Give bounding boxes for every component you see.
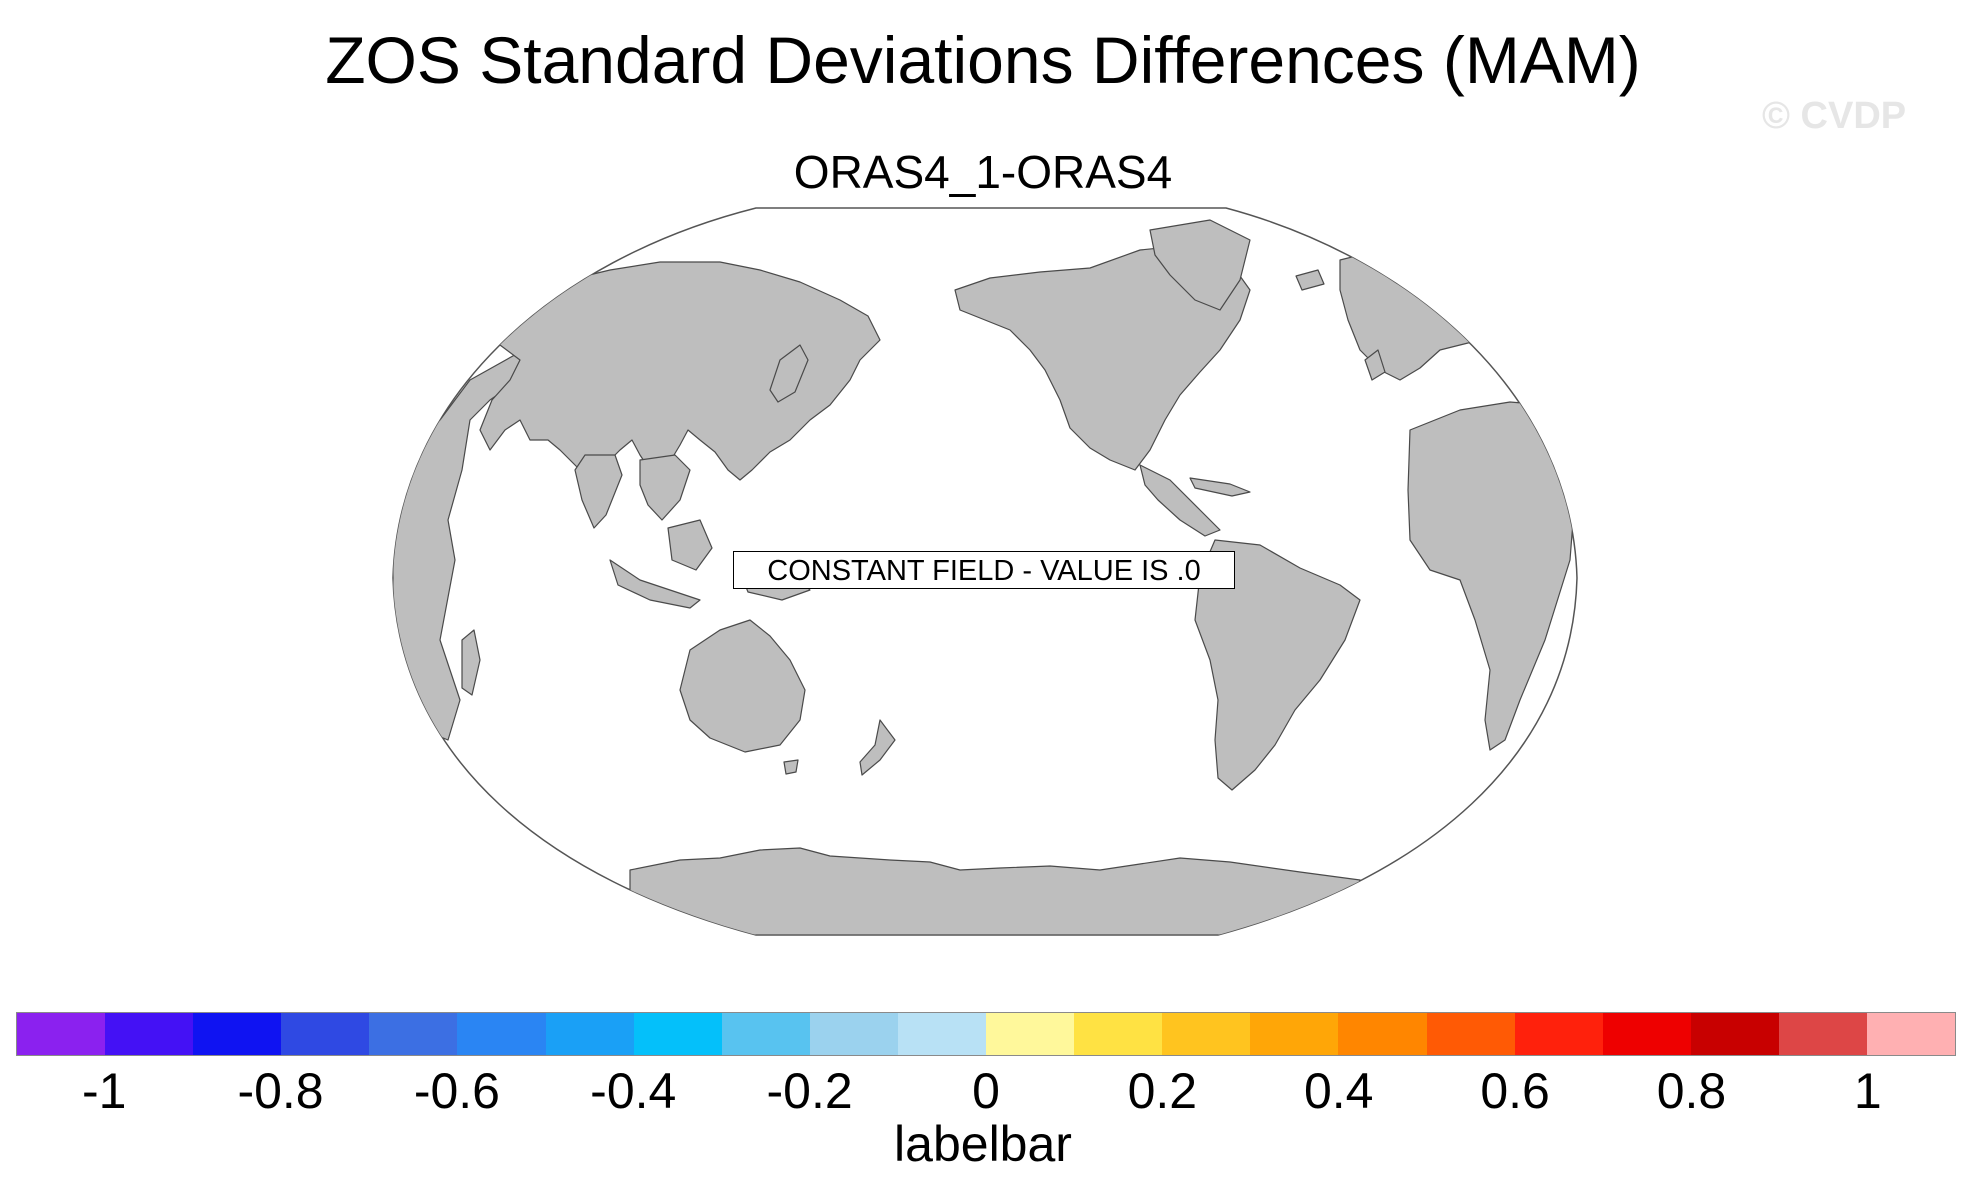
land-eurasia (469, 261, 881, 481)
land-japan (769, 344, 809, 403)
colorbar-swatch (1514, 1013, 1603, 1055)
colorbar-tick-label: 1 (1853, 1063, 1882, 1119)
land-indonesia (609, 559, 701, 609)
land-uk (1364, 349, 1386, 381)
colorbar-tick-label: 0 (972, 1063, 1000, 1119)
cvdp-watermark: © CVDP (1762, 95, 1907, 137)
land-south-america (1194, 539, 1361, 791)
colorbar-label: labelbar (894, 1116, 1072, 1172)
colorbar-tick-label: 0.2 (1127, 1063, 1198, 1119)
colorbar-swatch (1426, 1013, 1515, 1055)
colorbar-swatch (633, 1013, 722, 1055)
colorbar-swatch (1162, 1013, 1251, 1055)
colorbar-swatch (986, 1013, 1075, 1055)
land-iceland (1295, 269, 1325, 291)
land-madagascar (461, 629, 481, 696)
colorbar-swatch (1778, 1013, 1867, 1055)
land-australia (679, 619, 806, 753)
land-new-zealand (859, 719, 896, 776)
colorbar-swatch (897, 1013, 987, 1055)
colorbar-swatch (1602, 1013, 1691, 1055)
colorbar-tick-label: -1 (81, 1063, 127, 1119)
colorbar-tick-label: -0.2 (766, 1063, 853, 1119)
colorbar-swatch (809, 1013, 898, 1055)
colorbar-tick-label: 0.4 (1303, 1063, 1374, 1119)
colorbar-tick-label: 0.6 (1480, 1063, 1550, 1119)
land-tasmania (783, 759, 799, 775)
constant-field-label: CONSTANT FIELD - VALUE IS .0 (733, 551, 1235, 589)
colorbar-swatch (1074, 1013, 1163, 1055)
colorbar-tick-label: -0.4 (590, 1063, 677, 1119)
colorbar-swatch (193, 1013, 282, 1055)
colorbar-swatch (721, 1013, 810, 1055)
colorbar-swatch (545, 1013, 634, 1055)
land-greenland (1149, 219, 1251, 311)
colorbar-swatch (17, 1013, 106, 1055)
land-borneo (667, 519, 713, 571)
colorbar-swatch (457, 1013, 546, 1055)
colorbar-swatch (369, 1013, 458, 1055)
land-north-america (954, 244, 1251, 471)
colorbar-tick-label: -0.8 (237, 1063, 324, 1119)
panel-subtitle: ORAS4_1-ORAS4 (793, 146, 1173, 198)
land-antarctica (629, 847, 1361, 935)
colorbar-swatch (281, 1013, 370, 1055)
colorbar-swatch (105, 1013, 194, 1055)
plot-title: ZOS Standard Deviations Differences (MAM… (325, 23, 1641, 97)
colorbar-swatch (1866, 1013, 1956, 1055)
land-india (574, 454, 623, 529)
land-central-america (1139, 464, 1221, 537)
colorbar (16, 1012, 1956, 1056)
land-caribbean (1189, 477, 1251, 497)
colorbar-swatch (1250, 1013, 1339, 1055)
colorbar-tick-label: 0.8 (1656, 1063, 1727, 1119)
colorbar-tick-label: -0.6 (413, 1063, 500, 1119)
land-indochina (639, 454, 691, 521)
colorbar-swatch (1690, 1013, 1779, 1055)
colorbar-swatch (1338, 1013, 1427, 1055)
